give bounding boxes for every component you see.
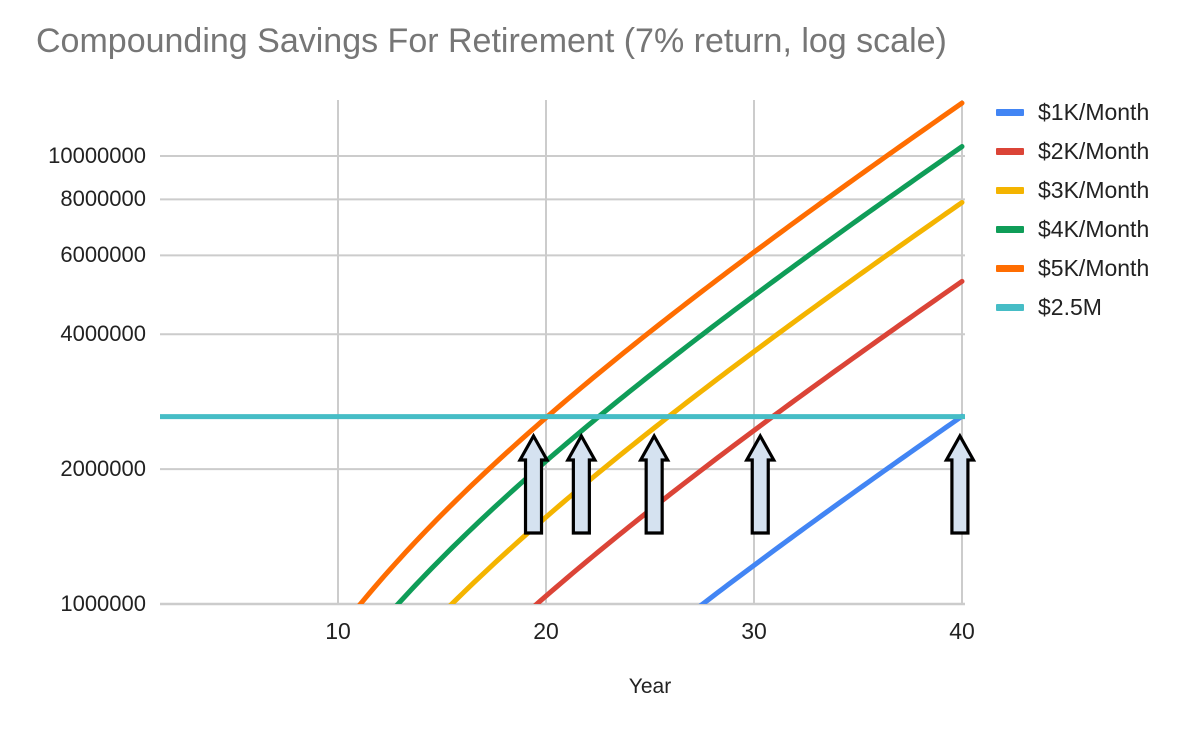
chart-legend: $1K/Month $2K/Month $3K/Month $4K/Month $5K/… [996, 93, 1186, 327]
legend-item-label: $2.5M [1038, 294, 1102, 320]
x-axis-tick-label: 30 [741, 618, 767, 644]
series-line [533, 278, 965, 604]
arrow-annotations [517, 432, 977, 535]
y-axis-tick-label: 2000000 [60, 456, 146, 482]
y-axis-tick-label: 8000000 [60, 186, 146, 212]
series-line [357, 100, 965, 604]
y-axis-tick-label: 10000000 [48, 143, 146, 168]
series-lines [160, 100, 965, 604]
series-line [394, 144, 965, 604]
y-axis-tick-label: 6000000 [60, 242, 146, 268]
y-axis-tick-label: 4000000 [60, 321, 146, 347]
x-axis-tick-label: 20 [533, 618, 559, 644]
legend-item-label: $2K/Month [1038, 138, 1150, 164]
legend-item[interactable]: $3K/Month [996, 171, 1186, 210]
legend-color-swatch [996, 109, 1024, 116]
legend-item[interactable]: $1K/Month [996, 93, 1186, 132]
legend-item-label: $4K/Month [1038, 216, 1150, 242]
threshold-crossing-arrow [637, 432, 671, 535]
threshold-crossing-arrow [744, 432, 777, 535]
y-axis-tick-label: 1000000 [60, 591, 146, 616]
legend-item-label: $5K/Month [1038, 255, 1150, 281]
legend-color-swatch [996, 187, 1024, 194]
horizontal-gridlines [160, 155, 965, 606]
legend-color-swatch [996, 304, 1024, 311]
x-axis-tick-label: 40 [949, 618, 975, 644]
x-axis-tick-label: 10 [325, 618, 351, 644]
threshold-crossing-arrow [565, 432, 598, 535]
series-line [698, 413, 965, 604]
legend-item[interactable]: $2K/Month [996, 132, 1186, 171]
legend-item-label: $3K/Month [1038, 177, 1150, 203]
legend-color-swatch [996, 226, 1024, 233]
legend-item[interactable]: $2.5M [996, 288, 1186, 327]
legend-item[interactable]: $5K/Month [996, 249, 1186, 288]
x-axis-title: Year [628, 675, 672, 698]
legend-item-label: $1K/Month [1038, 99, 1150, 125]
series-line [448, 199, 965, 604]
legend-color-swatch [996, 265, 1024, 272]
threshold-crossing-arrow [517, 432, 550, 535]
chart-title: Compounding Savings For Retirement (7% r… [36, 22, 947, 60]
legend-color-swatch [996, 148, 1024, 155]
legend-item[interactable]: $4K/Month [996, 210, 1186, 249]
threshold-crossing-arrow [943, 432, 977, 535]
